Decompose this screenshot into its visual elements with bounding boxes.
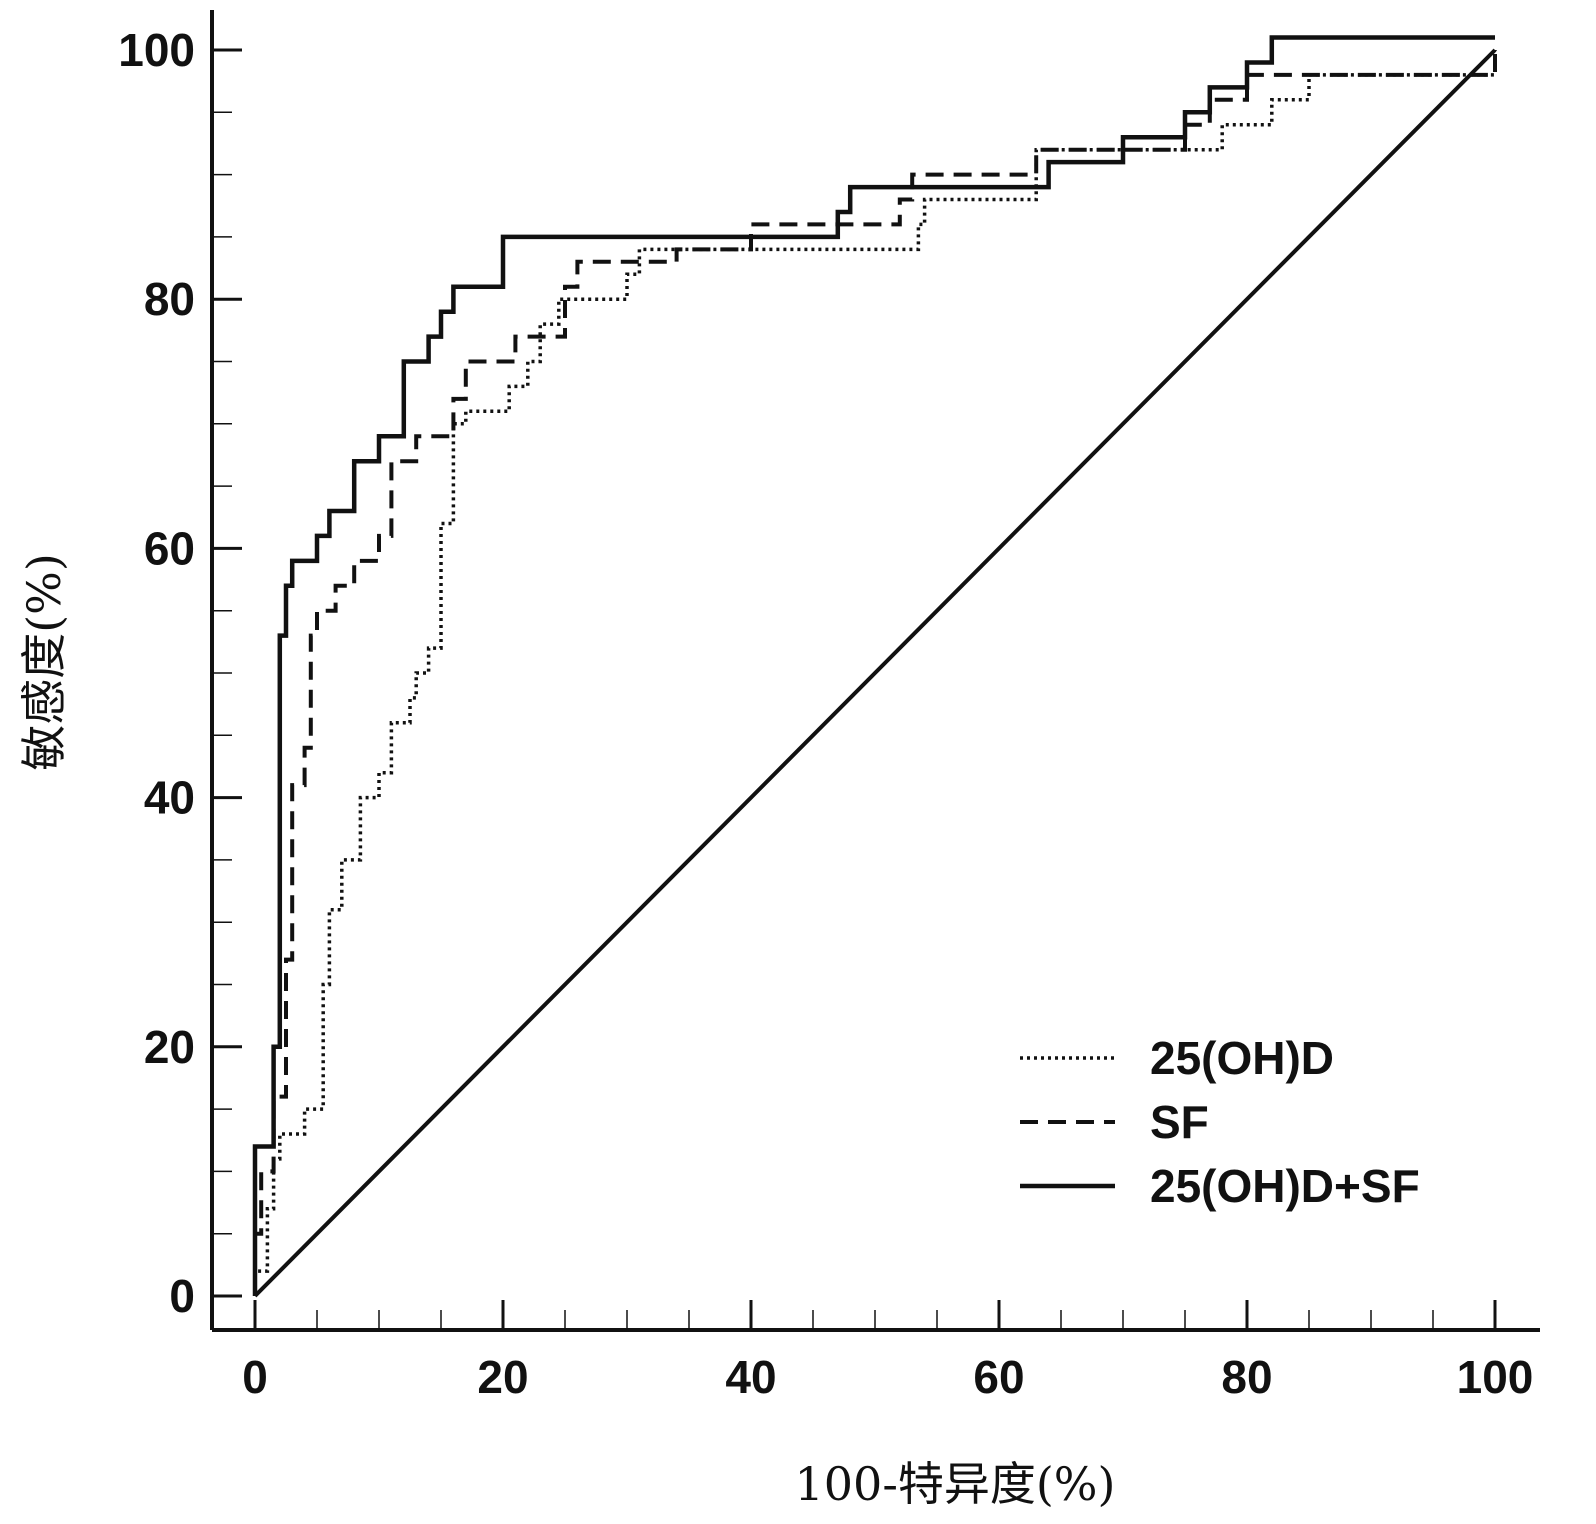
reference-line bbox=[253, 48, 1497, 1298]
legend-label: 25(OH)D+SF bbox=[1150, 1160, 1420, 1212]
legend-label: 25(OH)D bbox=[1150, 1032, 1334, 1084]
x-axis-title: 100-特异度(%) bbox=[795, 1457, 1116, 1511]
axes: 0 20 40 60 80 100 0 20 40 60 80 100 bbox=[118, 10, 1540, 1403]
x-tick-label: 100 bbox=[1457, 1351, 1534, 1403]
reference-diagonal bbox=[253, 48, 1497, 1298]
y-tick-label: 40 bbox=[144, 772, 195, 824]
y-tick-label: 0 bbox=[169, 1270, 195, 1322]
y-tick-label: 80 bbox=[144, 273, 195, 325]
x-tick-label: 80 bbox=[1221, 1351, 1272, 1403]
y-tick-label: 60 bbox=[144, 522, 195, 574]
y-tick-label: 20 bbox=[144, 1021, 195, 1073]
x-tick-label: 60 bbox=[973, 1351, 1024, 1403]
series-line-dashed bbox=[253, 50, 1497, 1296]
legend: 25(OH)D SF 25(OH)D+SF bbox=[1020, 1032, 1420, 1212]
x-tick-label: 40 bbox=[725, 1351, 776, 1403]
y-tick-label: 100 bbox=[118, 24, 195, 76]
x-tick-label: 0 bbox=[242, 1351, 268, 1403]
legend-label: SF bbox=[1150, 1096, 1209, 1148]
series-group bbox=[252, 35, 1497, 1296]
series-line-solid bbox=[252, 35, 1495, 1296]
y-axis-title: 敏感度(%) bbox=[17, 553, 71, 771]
series-line-dotted bbox=[253, 50, 1497, 1296]
x-tick-label: 20 bbox=[477, 1351, 528, 1403]
